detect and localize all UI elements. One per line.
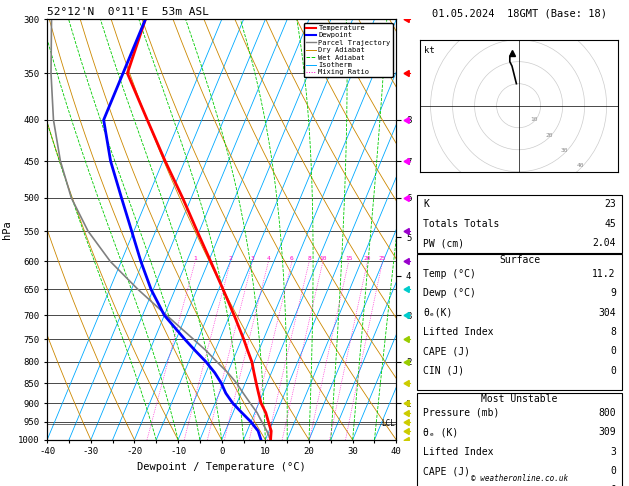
Text: 30: 30 (561, 148, 569, 153)
Text: 8: 8 (308, 257, 311, 261)
Text: 304: 304 (598, 308, 616, 318)
Text: CAPE (J): CAPE (J) (423, 466, 470, 476)
Text: 0: 0 (610, 347, 616, 357)
Text: 2: 2 (229, 257, 232, 261)
Text: 0: 0 (610, 466, 616, 476)
Text: 3: 3 (250, 257, 254, 261)
Text: LCL: LCL (381, 419, 395, 428)
Text: 0: 0 (610, 366, 616, 376)
Y-axis label: hPa: hPa (3, 220, 13, 239)
Text: 25: 25 (379, 257, 386, 261)
Text: Temp (°C): Temp (°C) (423, 269, 476, 279)
Bar (417, 393, 622, 486)
Text: PW (cm): PW (cm) (423, 238, 464, 248)
Text: 45: 45 (604, 219, 616, 229)
Text: Totals Totals: Totals Totals (423, 219, 499, 229)
Text: 01.05.2024  18GMT (Base: 18): 01.05.2024 18GMT (Base: 18) (432, 8, 607, 18)
Text: 309: 309 (598, 427, 616, 437)
Text: 8: 8 (610, 327, 616, 337)
Text: 800: 800 (598, 408, 616, 418)
Text: 6: 6 (290, 257, 294, 261)
Text: 15: 15 (345, 257, 352, 261)
Text: θₑ (K): θₑ (K) (423, 427, 459, 437)
Legend: Temperature, Dewpoint, Parcel Trajectory, Dry Adiabat, Wet Adiabat, Isotherm, Mi: Temperature, Dewpoint, Parcel Trajectory… (304, 23, 392, 77)
Text: Most Unstable: Most Unstable (481, 394, 558, 404)
Text: 40: 40 (577, 163, 584, 168)
Text: CIN (J): CIN (J) (423, 366, 464, 376)
Text: 52°12'N  0°11'E  53m ASL: 52°12'N 0°11'E 53m ASL (47, 7, 209, 17)
Text: 1: 1 (193, 257, 197, 261)
Text: Surface: Surface (499, 255, 540, 265)
Text: Lifted Index: Lifted Index (423, 327, 494, 337)
Text: Lifted Index: Lifted Index (423, 447, 494, 457)
Text: 20: 20 (364, 257, 371, 261)
Text: kt: kt (423, 46, 434, 55)
Text: Pressure (mb): Pressure (mb) (423, 408, 499, 418)
Y-axis label: km
ASL: km ASL (423, 220, 439, 239)
Text: 2.04: 2.04 (593, 238, 616, 248)
Bar (417, 254, 622, 390)
Text: 10: 10 (319, 257, 326, 261)
Bar (417, 194, 622, 253)
Text: 11.2: 11.2 (593, 269, 616, 279)
Text: K: K (423, 199, 429, 209)
X-axis label: Dewpoint / Temperature (°C): Dewpoint / Temperature (°C) (137, 462, 306, 472)
Text: © weatheronline.co.uk: © weatheronline.co.uk (471, 474, 568, 483)
Text: 4: 4 (267, 257, 270, 261)
Text: CAPE (J): CAPE (J) (423, 347, 470, 357)
Text: 3: 3 (610, 447, 616, 457)
Text: 23: 23 (604, 199, 616, 209)
Text: 10: 10 (530, 117, 538, 122)
Text: 20: 20 (546, 133, 553, 138)
Text: Dewp (°C): Dewp (°C) (423, 288, 476, 298)
Text: 9: 9 (610, 288, 616, 298)
Text: θₑ(K): θₑ(K) (423, 308, 453, 318)
